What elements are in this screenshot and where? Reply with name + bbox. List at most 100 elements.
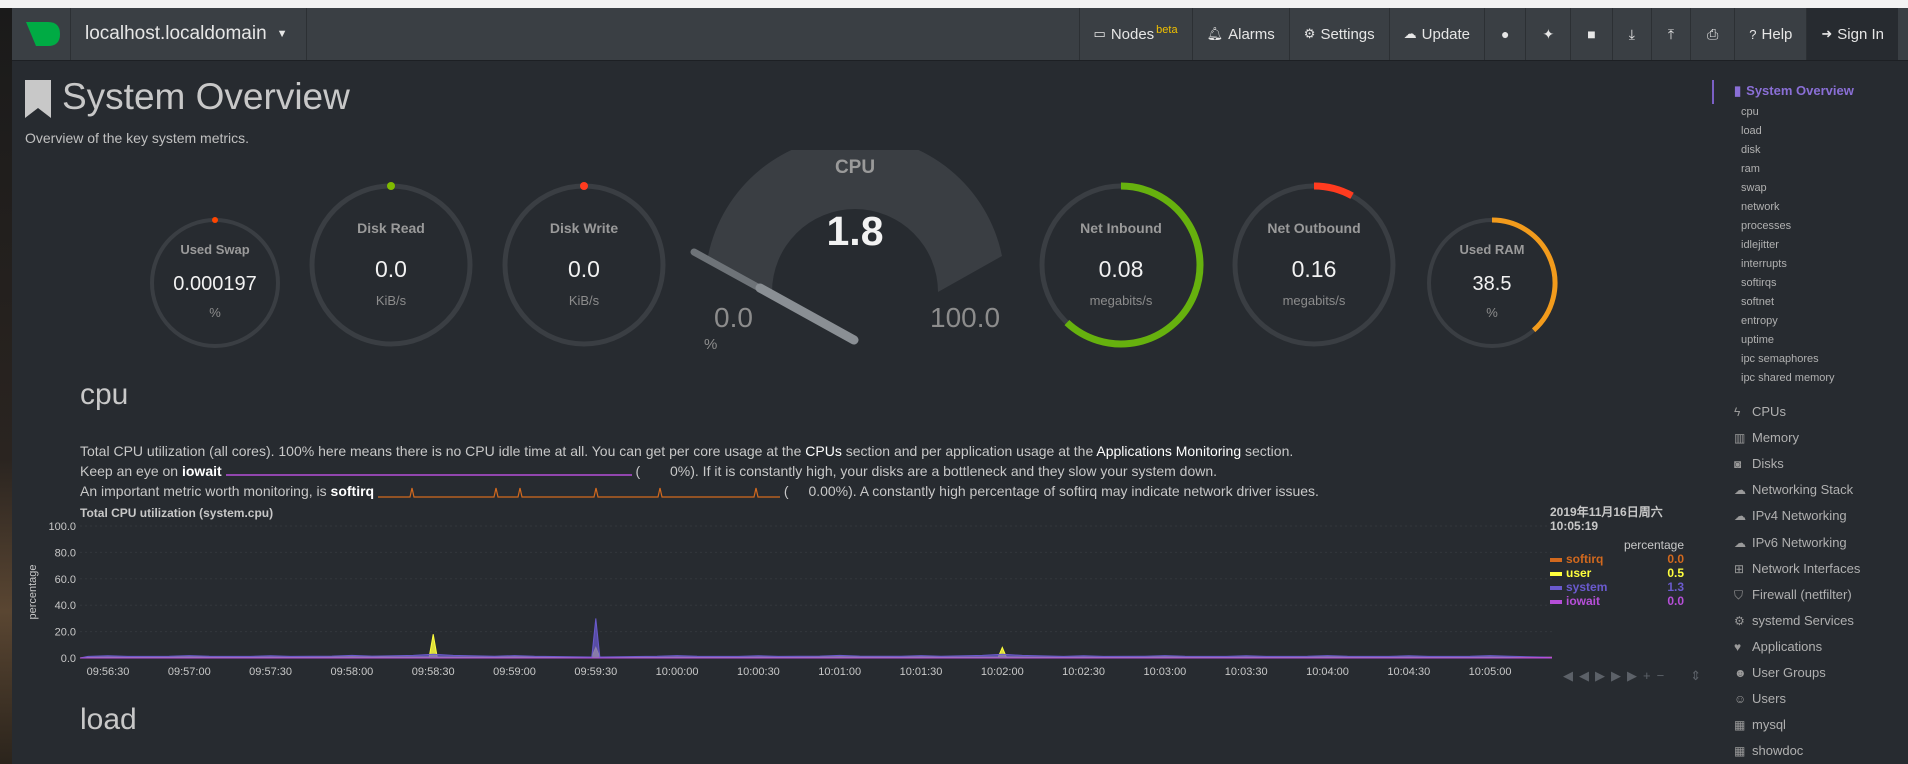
x-tick-label: 10:02:00	[981, 666, 1024, 678]
page-title: System Overview	[62, 76, 350, 117]
legend-row-softirq[interactable]: softirq 0.0	[1550, 552, 1684, 566]
sidebar-item-memory[interactable]: ▥ Memory	[1734, 430, 1799, 445]
legend-units: percentage	[1623, 538, 1684, 552]
y-axis-label: percentage	[27, 564, 39, 619]
net-inbound-ring	[1039, 182, 1204, 348]
used-swap-gauge[interactable]: Used Swap 0.000197 %	[145, 213, 285, 353]
sidebar-item-mysql[interactable]: ▦ mysql	[1734, 717, 1786, 732]
update-label: Update	[1421, 25, 1471, 43]
settings-button[interactable]: ⚙ Settings	[1288, 8, 1389, 60]
disk-read-ring	[309, 182, 473, 347]
sidebar-item-applications[interactable]: ♥ Applications	[1734, 639, 1822, 654]
sidebar-item-systemd-services[interactable]: ⚙ systemd Services	[1734, 613, 1854, 628]
net-outbound-gauge[interactable]: Net Outbound 0.16 megabits/s	[1229, 180, 1399, 350]
twitter-button[interactable]: ✦	[1525, 8, 1570, 60]
y-tick-label: 100.0	[48, 521, 76, 533]
resize-icon[interactable]: ⇕	[1690, 668, 1708, 683]
update-button[interactable]: ☁ Update	[1388, 8, 1484, 60]
sidebar-item-networking-stack[interactable]: ☁ Networking Stack	[1734, 482, 1853, 497]
bookmark-icon: ▮	[1734, 83, 1742, 98]
print-icon: ⎙	[1707, 25, 1719, 42]
play-icon[interactable]: ▶	[1595, 668, 1611, 683]
desc-text: An important metric worth monitoring, is	[80, 483, 331, 499]
x-tick-label: 10:02:30	[1062, 666, 1105, 678]
sidebar-subitem-disk[interactable]: disk	[1741, 144, 1761, 156]
sidebar-subitem-ipc-shared-memory[interactable]: ipc shared memory	[1741, 372, 1835, 384]
net-outbound-unit: megabits/s	[1282, 293, 1346, 308]
sidebar-subitem-ram[interactable]: ram	[1741, 163, 1760, 175]
sidebar-subitem-cpu[interactable]: cpu	[1741, 106, 1759, 118]
forward-icon[interactable]: ▶▶	[1611, 668, 1643, 683]
sidebar-subitem-swap[interactable]: swap	[1741, 182, 1767, 194]
sidebar-subitem-load[interactable]: load	[1741, 125, 1762, 137]
softirq-sparkline	[377, 488, 780, 498]
users-icon: ☻	[1734, 666, 1747, 680]
legend-row-user[interactable]: user 0.5	[1550, 566, 1684, 580]
cpu-utilization-chart[interactable]: 100.0 80.0 60.0 40.0 20.0 0.0 percentage 09:56:…	[22, 518, 1552, 688]
net-inbound-gauge[interactable]: Net Inbound 0.08 megabits/s	[1036, 180, 1206, 350]
facebook-icon: ■	[1587, 26, 1596, 42]
zoom-in-icon[interactable]: +	[1643, 668, 1657, 683]
gear-icon: ⚙	[1303, 26, 1316, 41]
sidebar-subitem-interrupts[interactable]: interrupts	[1741, 258, 1787, 270]
sidebar-item-cpus[interactable]: ϟ CPUs	[1734, 404, 1786, 419]
sidebar-subitem-softnet[interactable]: softnet	[1741, 296, 1775, 308]
chart-controls[interactable]: ◀◀▶▶▶+− ⇕	[1563, 668, 1707, 684]
cpu-gauge-dial	[690, 150, 1002, 345]
sidebar-subitem-ipc-semaphores[interactable]: ipc semaphores	[1741, 353, 1819, 365]
disk-write-value: 0.0	[568, 256, 600, 282]
sidebar-subitem-entropy[interactable]: entropy	[1741, 315, 1778, 327]
sidebar-subitem-processes[interactable]: processes	[1741, 220, 1792, 232]
legend-row-system[interactable]: system 1.3	[1550, 580, 1684, 594]
disk-read-gauge[interactable]: Disk Read 0.0 KiB/s	[306, 180, 476, 350]
applications-link[interactable]: Applications Monitoring	[1096, 443, 1242, 459]
disk-write-gauge[interactable]: Disk Write 0.0 KiB/s	[499, 180, 669, 350]
browser-edge	[0, 0, 1908, 8]
sidebar-item-label: systemd Services	[1752, 612, 1854, 628]
sidebar-item-user-groups[interactable]: ☻ User Groups	[1734, 665, 1826, 680]
sidebar-item-ipv6-networking[interactable]: ☁ IPv6 Networking	[1734, 535, 1847, 550]
cpus-link[interactable]: CPUs	[805, 443, 842, 459]
y-tick-label: 20.0	[55, 627, 76, 639]
sidebar-item-disks[interactable]: ◙ Disks	[1734, 456, 1784, 471]
x-tick-label: 09:58:30	[412, 666, 455, 678]
facebook-button[interactable]: ■	[1570, 8, 1611, 60]
sidebar-item-system-overview[interactable]: ▮ System Overview	[1734, 83, 1854, 99]
sidebar-item-label: IPv4 Networking	[1752, 508, 1847, 524]
download-button[interactable]: ⤓	[1611, 8, 1651, 60]
used-swap-unit: %	[209, 305, 221, 320]
heartbeat-icon: ♥	[1734, 639, 1742, 654]
rewind-icon[interactable]: ◀◀	[1563, 668, 1595, 683]
hostname-dropdown[interactable]: localhost.localdomain ▼	[70, 8, 307, 60]
series-area-iowait	[80, 656, 1552, 659]
used-ram-gauge[interactable]: Used RAM 38.5 %	[1422, 213, 1562, 353]
nodes-button[interactable]: ▭ Nodes beta	[1078, 8, 1192, 60]
y-tick-label: 60.0	[55, 574, 76, 586]
alarms-button[interactable]: 🔔︎ Alarms	[1191, 8, 1289, 60]
sidebar-item-network-interfaces[interactable]: ⊞ Network Interfaces	[1734, 561, 1860, 576]
sidebar-item-label: Firewall (netfilter)	[1752, 586, 1852, 602]
sidebar-subitem-uptime[interactable]: uptime	[1741, 334, 1775, 346]
legend-name: iowait	[1566, 594, 1601, 608]
github-button[interactable]: ●	[1484, 8, 1525, 60]
sign-in-button[interactable]: ➜ Sign In	[1806, 8, 1898, 60]
print-button[interactable]: ⎙	[1690, 8, 1734, 60]
sidebar-item-showdoc[interactable]: ▦ showdoc	[1734, 743, 1803, 758]
help-button[interactable]: ? Help	[1734, 8, 1806, 60]
question-icon: ?	[1749, 26, 1757, 42]
legend-row-iowait[interactable]: iowait 0.0	[1550, 594, 1684, 608]
sidebar-item-ipv4-networking[interactable]: ☁ IPv4 Networking	[1734, 508, 1847, 523]
sidebar-item-label: Memory	[1752, 430, 1799, 446]
sidebar-subitem-softirqs[interactable]: softirqs	[1741, 277, 1777, 289]
sidebar-subitem-network[interactable]: network	[1741, 201, 1780, 213]
download-icon: ⤓	[1628, 25, 1635, 42]
cpu-gauge-unit: %	[704, 336, 718, 353]
sidebar-item-users[interactable]: ☺ Users	[1734, 691, 1786, 706]
netdata-logo[interactable]	[22, 16, 64, 52]
cpu-gauge[interactable]: CPU 1.8 0.0 100.0 %	[690, 150, 1020, 353]
monitor-icon: ▭	[1093, 26, 1106, 41]
zoom-out-icon[interactable]: −	[1656, 668, 1671, 683]
sidebar-subitem-idlejitter[interactable]: idlejitter	[1741, 239, 1779, 251]
sidebar-item-firewall-netfilter[interactable]: ⛉ Firewall (netfilter)	[1734, 587, 1852, 603]
upload-button[interactable]: ⤒	[1650, 8, 1690, 60]
